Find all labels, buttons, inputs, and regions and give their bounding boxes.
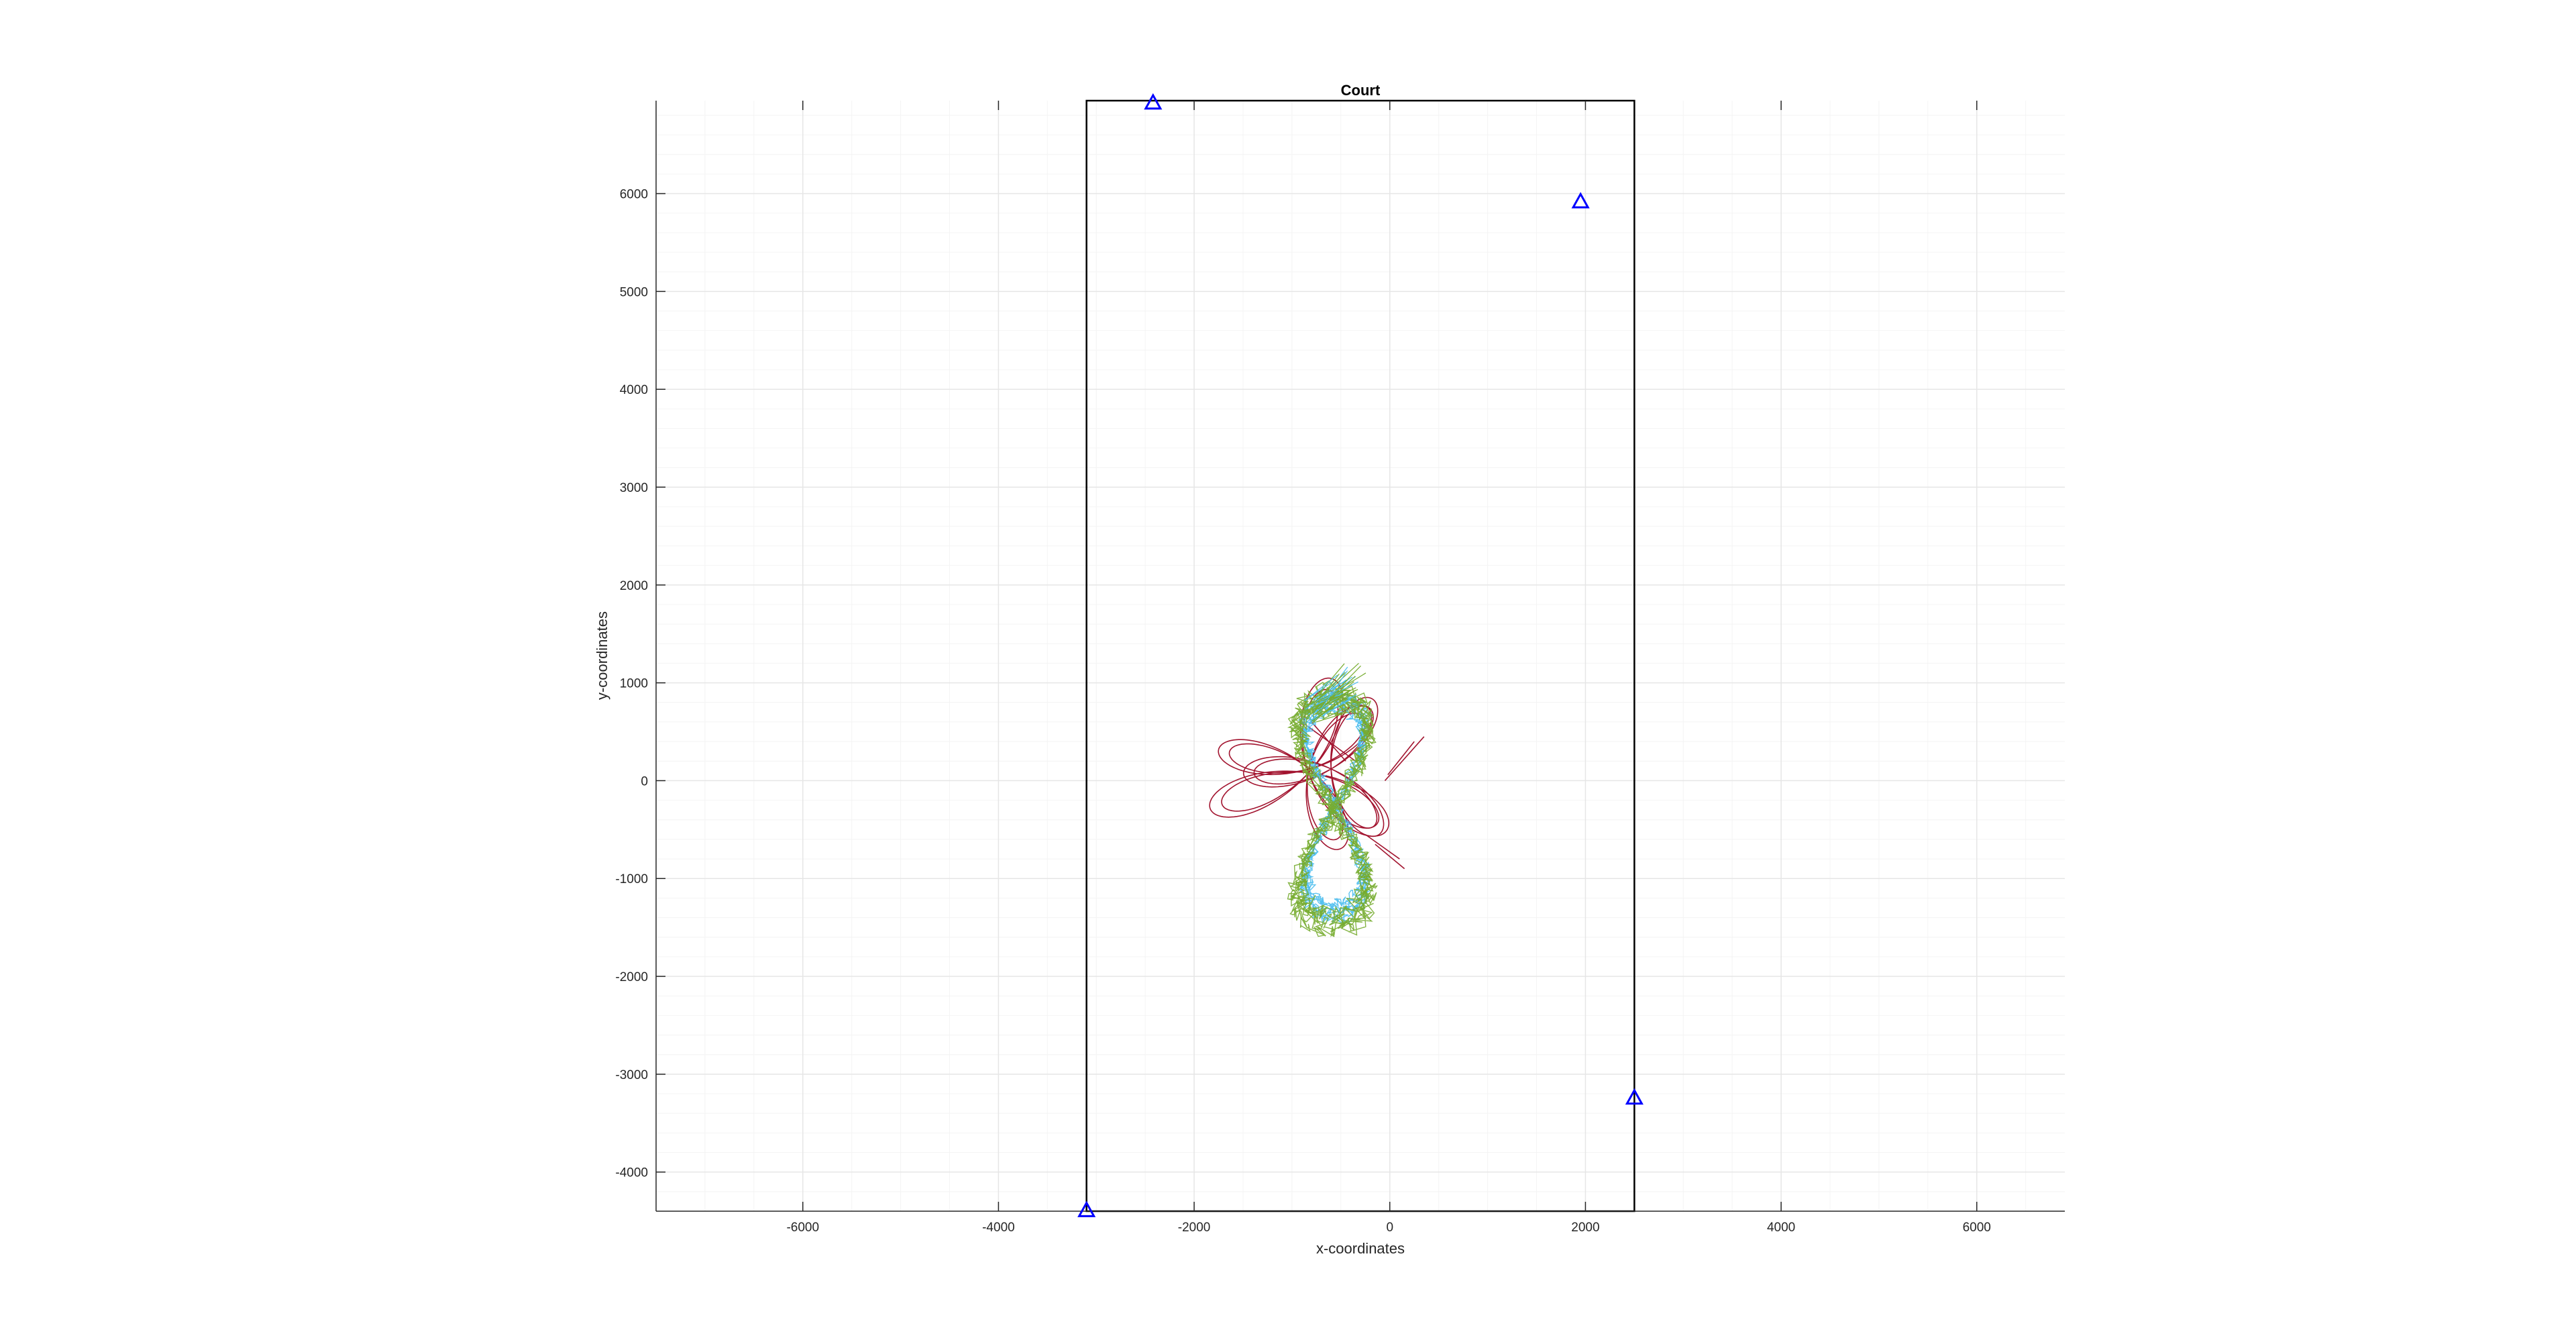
anchor-layer: [1077, 93, 1644, 1217]
estimate-fan-blue: [1305, 679, 1347, 710]
estimate-fan-green: [1311, 690, 1356, 722]
estimate-fan-green: [1313, 704, 1346, 715]
y-tick-label: 2000: [620, 579, 648, 593]
estimate-fan-green: [1319, 662, 1359, 700]
estimate-fan-green: [1316, 710, 1353, 723]
y-tick-label: -1000: [615, 872, 648, 886]
estimate-fan-green: [1319, 694, 1352, 717]
x-tick-label: -4000: [982, 1221, 1015, 1235]
y-tick-label: 6000: [620, 188, 648, 202]
estimate-fan-green: [1322, 706, 1349, 720]
estimate-fan-blue: [1312, 676, 1356, 709]
y-axis-ticks: -4000 -3000 -2000 -1000 0 1000 2000 3000 4000 500…: [615, 188, 665, 1180]
y-tick-label: -4000: [615, 1166, 648, 1180]
estimate-fan-green: [1322, 665, 1361, 705]
plot-area: -6000 -4000 -2000 0 2000 4000 6000 -4000-3000-…: [615, 93, 2065, 1235]
y-tick-label: 5000: [620, 285, 648, 299]
x-axis-ticks: -6000 -4000 -2000 0 2000 4000 6000: [786, 101, 1991, 1235]
estimate-fan-blue: [1320, 666, 1348, 703]
y-tick-label: 0: [641, 774, 648, 788]
y-axis-label: y-coordinates: [594, 611, 610, 700]
x-tick-label: -2000: [1178, 1221, 1211, 1235]
axes-lines: [655, 101, 2065, 1212]
estimate-fan-green: [1304, 689, 1342, 708]
estimate-fan-blue: [1309, 699, 1351, 721]
estimate-fan-green: [1318, 672, 1346, 700]
estimate-fan-blue: [1304, 674, 1338, 701]
y-tick-label: 1000: [620, 677, 648, 691]
x-tick-label: 4000: [1767, 1221, 1795, 1235]
major-grid: [656, 101, 2065, 1211]
estimate-trajectory-green: [1292, 701, 1374, 921]
x-tick-label: -6000: [786, 1221, 819, 1235]
estimate-spike-red: [1384, 736, 1425, 781]
x-tick-label: 0: [1386, 1221, 1393, 1235]
estimate-spike-red: [1387, 741, 1415, 776]
anchor-marker: [1077, 1200, 1096, 1217]
anchor-marker: [1571, 192, 1590, 209]
x-tick-label: 2000: [1571, 1221, 1599, 1235]
estimate-spike-red: [1364, 833, 1400, 860]
axes-background: [656, 101, 2065, 1211]
estimate-fan-blue: [1322, 694, 1357, 717]
data-layer: [1209, 662, 1425, 937]
anchor-marker: [1144, 93, 1163, 110]
x-axis-label: x-coordinates: [1316, 1240, 1405, 1257]
estimate-fan-green: [1304, 694, 1345, 706]
y-tick-label: -3000: [615, 1068, 648, 1082]
y-tick-label: 4000: [620, 383, 648, 397]
estimate-fan-blue: [1310, 692, 1344, 707]
y-tick-label: -2000: [615, 970, 648, 984]
estimate-fan-green: [1305, 696, 1334, 715]
anchor-marker: [1625, 1088, 1644, 1105]
y-tick-label: 3000: [620, 481, 648, 495]
estimate-fan-blue: [1305, 680, 1335, 700]
estimate-trajectory-green: [1287, 687, 1377, 932]
x-tick-label: 6000: [1963, 1221, 1991, 1235]
estimate-fan-blue: [1320, 670, 1348, 710]
chart-title: Court: [1341, 82, 1381, 99]
estimate-spike-red: [1375, 843, 1405, 870]
estimate-fan-green: [1322, 681, 1354, 708]
estimate-spike-red: [1311, 721, 1346, 762]
estimate-trajectory-green: [1287, 680, 1378, 937]
